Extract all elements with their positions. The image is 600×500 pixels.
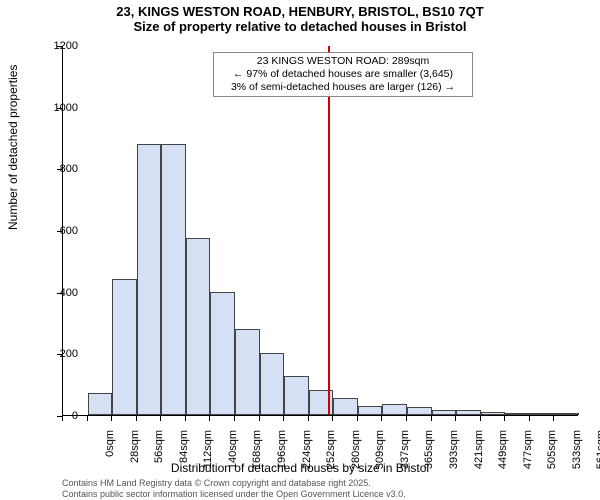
- histogram-bar: [505, 413, 530, 415]
- x-tick: [160, 416, 161, 421]
- histogram-chart: 23, KINGS WESTON ROAD, HENBURY, BRISTOL,…: [0, 0, 600, 500]
- y-axis-label: Number of detached properties: [6, 65, 20, 230]
- histogram-bar: [554, 413, 579, 415]
- annotation-box: 23 KINGS WESTON ROAD: 289sqm ← 97% of de…: [213, 52, 473, 97]
- x-tick: [553, 416, 554, 421]
- credits-line-1: Contains HM Land Registry data © Crown c…: [62, 478, 406, 488]
- x-tick: [504, 416, 505, 421]
- histogram-bar: [530, 413, 555, 415]
- histogram-bar: [456, 410, 481, 415]
- x-tick: [480, 416, 481, 421]
- annotation-line-2: ← 97% of detached houses are smaller (3,…: [220, 68, 466, 81]
- y-tick-label: 800: [42, 163, 78, 175]
- histogram-bar: [432, 410, 457, 415]
- y-tick-label: 400: [42, 287, 78, 299]
- credits: Contains HM Land Registry data © Crown c…: [62, 478, 406, 499]
- marker-line: [328, 46, 330, 415]
- histogram-bar: [112, 279, 137, 415]
- histogram-bar: [382, 404, 407, 415]
- y-tick-label: 600: [42, 225, 78, 237]
- plot-area: 23 KINGS WESTON ROAD: 289sqm ← 97% of de…: [62, 46, 578, 416]
- chart-title: 23, KINGS WESTON ROAD, HENBURY, BRISTOL,…: [0, 4, 600, 34]
- x-tick: [209, 416, 210, 421]
- title-line-2: Size of property relative to detached ho…: [0, 19, 600, 34]
- histogram-bar: [235, 329, 260, 415]
- x-tick: [529, 416, 530, 421]
- x-tick: [431, 416, 432, 421]
- histogram-bar: [333, 398, 358, 415]
- x-tick: [259, 416, 260, 421]
- y-tick-label: 1000: [42, 102, 78, 114]
- histogram-bar: [88, 393, 113, 415]
- title-line-1: 23, KINGS WESTON ROAD, HENBURY, BRISTOL,…: [0, 4, 600, 19]
- y-tick-label: 1200: [42, 40, 78, 52]
- histogram-bar: [260, 353, 285, 415]
- x-tick: [308, 416, 309, 421]
- x-tick: [234, 416, 235, 421]
- x-tick: [62, 416, 63, 421]
- y-tick-label: 200: [42, 348, 78, 360]
- annotation-line-3: 3% of semi-detached houses are larger (1…: [220, 81, 466, 94]
- histogram-bar: [358, 406, 383, 415]
- x-tick: [357, 416, 358, 421]
- x-tick: [406, 416, 407, 421]
- x-tick: [136, 416, 137, 421]
- x-tick: [185, 416, 186, 421]
- histogram-bar: [210, 292, 235, 415]
- x-tick: [87, 416, 88, 421]
- histogram-bar: [481, 412, 506, 415]
- y-tick-label: 0: [42, 410, 78, 422]
- histogram-bar: [161, 144, 186, 415]
- x-tick: [111, 416, 112, 421]
- x-tick: [283, 416, 284, 421]
- x-tick: [332, 416, 333, 421]
- histogram-bar: [284, 376, 309, 415]
- histogram-bar: [407, 407, 432, 415]
- x-tick: [381, 416, 382, 421]
- bars-container: [63, 46, 578, 415]
- credits-line-2: Contains public sector information licen…: [62, 489, 406, 499]
- histogram-bar: [137, 144, 162, 415]
- histogram-bar: [186, 238, 211, 415]
- x-tick: [455, 416, 456, 421]
- x-axis-label: Distribution of detached houses by size …: [0, 461, 600, 475]
- annotation-line-1: 23 KINGS WESTON ROAD: 289sqm: [220, 55, 466, 68]
